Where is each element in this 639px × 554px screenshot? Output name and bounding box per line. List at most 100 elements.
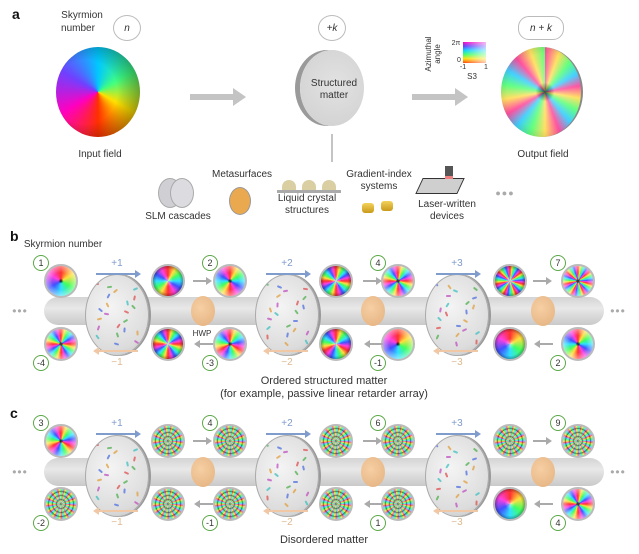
retarder-element: [97, 307, 104, 313]
retarder-element: [275, 454, 282, 460]
retarder-element: [454, 502, 459, 508]
retarder-element: [292, 480, 299, 484]
liquid-crystal-base-icon: [277, 190, 341, 193]
propagation-arrow: [194, 500, 213, 508]
retarder-element: [284, 341, 289, 347]
retarder-element: [276, 285, 283, 289]
ellipsis-left: •••: [12, 304, 28, 318]
backward-step-label: −1: [111, 357, 123, 368]
slm-disc-icon: [170, 178, 194, 208]
beam-profile: [319, 424, 353, 458]
retarder-element: [276, 446, 283, 450]
skyrmion-number-badge: 4: [370, 255, 386, 271]
half-wave-plate: [531, 296, 555, 326]
skyrmion-number-badge: 7: [550, 255, 566, 271]
retarder-element: [292, 327, 297, 333]
retarder-element: [265, 486, 272, 492]
beam-profile: [44, 424, 78, 458]
retarder-element: [96, 478, 103, 482]
retarder-element: [96, 317, 103, 321]
retarder-element: [447, 284, 452, 290]
panel-b-caption-2: (for example, passive linear retarder ar…: [220, 388, 428, 400]
structured-matter-lens: [255, 435, 319, 517]
retarder-element: [462, 479, 469, 485]
backward-step-label: −3: [451, 517, 463, 528]
retarder-element: [471, 296, 478, 300]
output-charge-badge: n + k: [518, 16, 564, 40]
retarder-element: [474, 491, 481, 497]
arrow-matter-to-output: [412, 88, 468, 106]
half-wave-plate: [191, 296, 215, 326]
retarder-element: [472, 447, 479, 453]
platform-metasurface-label: Metasurfaces: [211, 169, 273, 180]
retarder-element: [96, 325, 101, 331]
retarder-element: [471, 457, 478, 461]
beam-profile: [319, 327, 353, 361]
retarder-element: [123, 310, 130, 314]
retarder-element: [465, 470, 468, 476]
propagation-arrow: [363, 277, 382, 285]
retarder-element: [96, 486, 101, 492]
backward-step-label: −3: [451, 357, 463, 368]
retarder-element: [462, 318, 469, 324]
retarder-element: [435, 487, 442, 491]
skyrmion-number-badge: 4: [550, 515, 566, 531]
structured-matter-lens: [85, 274, 149, 356]
retarder-element: [106, 454, 111, 460]
platform-laser-label: Laser-written: [418, 199, 476, 210]
backward-arrow: [263, 347, 308, 355]
retarder-element: [263, 442, 270, 448]
retarder-element: [112, 288, 119, 294]
propagation-arrow: [193, 277, 212, 285]
retarder-element: [133, 295, 136, 301]
retarder-element: [106, 293, 111, 299]
panel-b-label: b: [10, 228, 19, 244]
liquid-crystal-bump-icon: [322, 180, 336, 190]
structured-matter-disc: [300, 50, 364, 126]
skyrmion-number-badge: -3: [202, 355, 218, 371]
retarder-element: [435, 495, 440, 501]
structured-matter-lens: [255, 274, 319, 356]
retarder-element: [276, 463, 279, 469]
retarder-element: [266, 317, 273, 321]
retarder-element: [302, 448, 309, 452]
hwp-label: HWP: [192, 329, 212, 338]
retarder-element: [105, 463, 110, 469]
panel-b-title: Skyrmion number: [23, 239, 103, 250]
grin-lens-icon: [381, 201, 393, 211]
laser-head-icon: [445, 166, 453, 179]
backward-arrow: [93, 507, 138, 515]
retarder-element: [454, 341, 459, 347]
beam-profile: [381, 487, 415, 521]
retarder-element: [265, 325, 272, 331]
beam-profile: [319, 487, 353, 521]
retarder-element: [455, 332, 460, 338]
platform-lc-label-2: structures: [285, 205, 329, 216]
retarder-element: [439, 307, 442, 313]
backward-step-label: −1: [111, 517, 123, 528]
beam-profile: [213, 327, 247, 361]
platform-lc-label: Liquid crystal: [277, 193, 337, 204]
retarder-element: [113, 342, 120, 346]
retarder-element: [123, 327, 126, 333]
retarder-element: [285, 324, 292, 328]
laser-written-chip-icon: [415, 178, 465, 194]
retarder-element: [437, 316, 442, 322]
skyrmion-number-badge: 1: [370, 515, 386, 531]
colormap-legend: [463, 42, 486, 63]
ellipsis-right: •••: [610, 304, 626, 318]
retarder-element: [302, 295, 307, 301]
retarder-element: [103, 473, 110, 477]
retarder-element: [444, 311, 449, 317]
retarder-element: [439, 468, 442, 474]
beam-profile: [493, 487, 527, 521]
propagation-arrow: [364, 500, 383, 508]
retarder-element: [126, 461, 129, 467]
beam-profile: [561, 327, 595, 361]
beam-profile: [493, 264, 527, 298]
colormap-ymax: 2π: [451, 40, 461, 47]
beam-profile: [213, 487, 247, 521]
retarder-element: [133, 500, 140, 506]
retarder-element: [475, 500, 478, 506]
liquid-crystal-bump-icon: [302, 180, 316, 190]
